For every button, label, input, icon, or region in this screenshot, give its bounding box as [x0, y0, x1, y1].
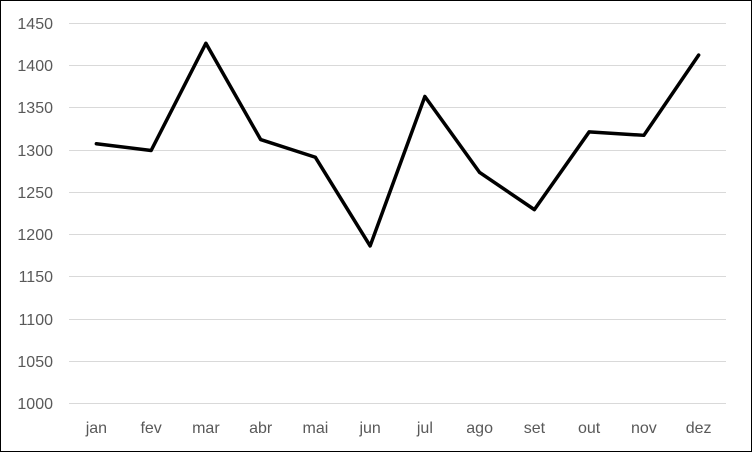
data-point-jan — [94, 142, 98, 146]
data-point-mar — [204, 41, 208, 45]
x-tick-label-mai: mai — [302, 420, 328, 437]
x-tick-label-mar: mar — [192, 420, 220, 437]
data-point-out — [587, 130, 591, 134]
y-tick-label: 1100 — [19, 312, 54, 329]
x-tick-label-out: out — [578, 420, 601, 437]
x-tick-label-jul: jul — [416, 420, 433, 437]
y-tick-label: 1400 — [17, 58, 53, 75]
x-tick-label-fev: fev — [140, 420, 161, 437]
x-tick-label-jan: jan — [85, 420, 107, 437]
x-tick-label-dez: dez — [686, 420, 712, 437]
data-point-abr — [259, 138, 263, 142]
series-layer — [94, 41, 701, 248]
data-point-fev — [149, 149, 153, 153]
data-point-jul — [423, 94, 427, 98]
x-tick-label-nov: nov — [631, 420, 657, 437]
y-axis-tick-labels: 1000 1050 1100 1150 1200 1250 1300 1350 1400 1450 — [17, 16, 53, 413]
y-tick-label: 1350 — [17, 100, 53, 117]
series-line-0 — [94, 41, 701, 248]
y-tick-label: 1000 — [17, 396, 53, 413]
data-point-ago — [478, 170, 482, 174]
data-point-mai — [313, 155, 317, 159]
data-point-set — [532, 208, 536, 212]
x-axis-tick-labels: jan fev mar abr mai jun jul ago set out nov dez — [85, 420, 712, 437]
data-point-nov — [642, 133, 646, 137]
x-tick-label-set: set — [524, 420, 546, 437]
y-tick-label: 1200 — [17, 227, 53, 244]
data-point-dez — [697, 53, 701, 57]
y-tick-label: 1250 — [17, 185, 53, 202]
data-point-jun — [368, 244, 372, 248]
y-tick-label: 1450 — [17, 16, 53, 33]
x-tick-label-jun: jun — [358, 420, 380, 437]
x-tick-label-ago: ago — [466, 420, 493, 437]
y-tick-label: 1150 — [19, 269, 54, 286]
gridlines — [69, 23, 726, 404]
y-tick-label: 1050 — [17, 354, 53, 371]
y-tick-label: 1300 — [17, 143, 53, 160]
x-tick-label-abr: abr — [249, 420, 273, 437]
